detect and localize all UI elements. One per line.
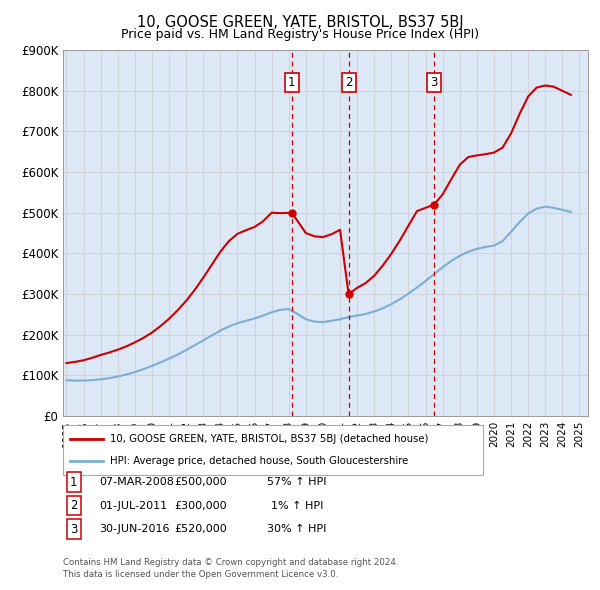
Text: Price paid vs. HM Land Registry's House Price Index (HPI): Price paid vs. HM Land Registry's House … [121,28,479,41]
Text: HPI: Average price, detached house, South Gloucestershire: HPI: Average price, detached house, Sout… [110,456,409,466]
Text: 2: 2 [70,499,77,512]
Text: 57% ↑ HPI: 57% ↑ HPI [267,477,327,487]
Text: 1: 1 [288,76,296,89]
Text: 07-MAR-2008: 07-MAR-2008 [99,477,174,487]
Text: £300,000: £300,000 [175,501,227,510]
Text: 1% ↑ HPI: 1% ↑ HPI [271,501,323,510]
Text: 3: 3 [70,523,77,536]
Text: 1: 1 [70,476,77,489]
Text: 2: 2 [345,76,352,89]
Text: 30-JUN-2016: 30-JUN-2016 [99,525,170,534]
Text: £520,000: £520,000 [175,525,227,534]
Text: 30% ↑ HPI: 30% ↑ HPI [268,525,326,534]
Text: £500,000: £500,000 [175,477,227,487]
Text: 10, GOOSE GREEN, YATE, BRISTOL, BS37 5BJ: 10, GOOSE GREEN, YATE, BRISTOL, BS37 5BJ [137,15,463,30]
Text: Contains HM Land Registry data © Crown copyright and database right 2024.
This d: Contains HM Land Registry data © Crown c… [63,558,398,579]
Text: 3: 3 [430,76,438,89]
Text: 01-JUL-2011: 01-JUL-2011 [99,501,167,510]
Text: 10, GOOSE GREEN, YATE, BRISTOL, BS37 5BJ (detached house): 10, GOOSE GREEN, YATE, BRISTOL, BS37 5BJ… [110,434,429,444]
